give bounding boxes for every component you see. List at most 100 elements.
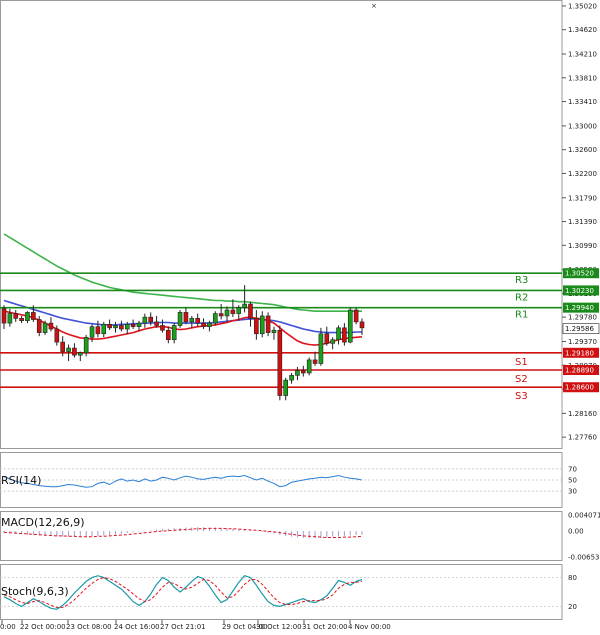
level-name-r2: R2 — [515, 292, 528, 303]
candle-body — [218, 313, 224, 317]
rsi-title: RSI(14) — [1, 474, 41, 487]
rsi-y-tick-label: 30 — [568, 488, 577, 496]
level-price-label: 1.30230 — [565, 287, 594, 295]
ma-red-line — [3, 310, 363, 346]
price-y-tick-label: 1.28160 — [568, 410, 597, 418]
candle-body — [324, 333, 330, 344]
x-tick-label: 23 Oct 08:00 — [66, 623, 112, 631]
candle-body — [130, 323, 136, 327]
x-tick-label: 24 Oct 16:00 — [114, 623, 160, 631]
level-name-r1: R1 — [515, 310, 528, 321]
candle-body — [48, 322, 54, 330]
candle-body — [177, 312, 183, 326]
candle-body — [136, 322, 142, 327]
x-tick-label: 31 Oct 20:00 — [302, 623, 348, 631]
candle-body — [306, 359, 312, 374]
candle-body — [347, 309, 353, 343]
candle-body — [7, 313, 13, 324]
candle-body — [283, 379, 289, 396]
candle-body — [248, 303, 253, 319]
macd-title: MACD(12,26,9) — [1, 516, 85, 529]
level-price-label: 1.28890 — [565, 367, 594, 375]
candle-body — [342, 327, 347, 343]
price-y-tick-label: 1.33410 — [568, 98, 597, 106]
candle-body — [353, 309, 359, 323]
x-tick-label: 27 Oct 21:01 — [160, 623, 206, 631]
candle-body — [148, 316, 154, 323]
current-price-box — [562, 323, 600, 334]
candle-body — [212, 313, 218, 324]
level-name-s3: S3 — [515, 391, 528, 402]
candle-body — [83, 337, 89, 354]
candle-body — [359, 321, 365, 329]
x-tick-label: 30 Oct 12:00 — [256, 623, 302, 631]
candle-body — [265, 315, 271, 333]
candle-body — [36, 319, 42, 333]
candle-body — [183, 312, 189, 323]
candle-body — [230, 309, 236, 314]
level-price-label: 1.29180 — [565, 349, 594, 357]
candle-body — [77, 352, 83, 356]
level-price-label: 1.28600 — [565, 384, 594, 392]
candle-body — [295, 370, 300, 376]
candle-body — [101, 323, 107, 335]
rsi-y-tick-label: 50 — [568, 477, 577, 485]
candle-body — [301, 370, 306, 374]
candle-body — [42, 322, 48, 333]
macd-panel-frame — [0, 511, 563, 561]
level-price-box — [563, 285, 599, 296]
level-name-s2: S2 — [515, 374, 528, 385]
stoch-main-line — [3, 575, 363, 610]
ma-blue-line — [3, 299, 362, 334]
price-y-tick-label: 1.33810 — [568, 74, 597, 82]
level-price-label: 1.30520 — [565, 270, 594, 278]
level-price-box — [563, 347, 599, 358]
candle-body — [1, 308, 7, 324]
price-y-tick-label: 1.27760 — [568, 434, 597, 442]
candle-body — [19, 318, 24, 322]
price-y-tick-label: 1.29780 — [568, 314, 597, 322]
candle-body — [289, 375, 294, 381]
candle-body — [72, 347, 77, 356]
stoch-title: Stoch(9,6,3) — [1, 585, 69, 598]
candle-body — [89, 326, 95, 338]
stoch-y-tick-label: 20 — [568, 603, 577, 611]
candle-body — [201, 322, 206, 327]
stoch-signal-line — [3, 577, 363, 608]
price-y-tick-label: 1.31390 — [568, 218, 597, 226]
candle-body — [160, 325, 165, 331]
candle-body — [259, 315, 265, 335]
rsi-y-tick-label: 70 — [568, 465, 577, 473]
level-price-box — [563, 365, 599, 376]
candle-body — [171, 325, 177, 341]
candle-body — [66, 347, 71, 352]
price-y-tick-label: 1.34620 — [568, 26, 597, 34]
candle-body — [166, 329, 171, 341]
price-y-tick-label: 1.29370 — [568, 338, 597, 346]
candle-body — [207, 322, 212, 327]
candle-body — [13, 313, 19, 319]
candle-body — [113, 325, 118, 329]
candle-body — [242, 303, 247, 308]
candle-body — [336, 327, 341, 341]
level-price-box — [563, 268, 599, 279]
macd-y-tick-label: 0.00 — [568, 528, 584, 536]
candle-body — [330, 339, 335, 344]
candle-body — [54, 328, 60, 343]
candle-body — [60, 341, 65, 352]
candle-body — [119, 325, 124, 330]
x-tick-label: 0:00 — [0, 623, 16, 631]
price-y-tick-label: 1.35020 — [568, 2, 597, 10]
price-y-tick-label: 1.31790 — [568, 194, 597, 202]
candle-body — [25, 312, 30, 322]
chart-close-icon: × — [371, 2, 377, 10]
stoch-panel-frame — [0, 564, 563, 620]
stoch-y-tick-label: 80 — [568, 574, 577, 582]
candle-body — [31, 312, 36, 320]
price-y-tick-label: 1.30990 — [568, 242, 597, 250]
candle-body — [195, 318, 200, 324]
candle-body — [142, 316, 148, 324]
candle-body — [95, 326, 101, 335]
level-price-label: 1.29940 — [565, 304, 594, 312]
